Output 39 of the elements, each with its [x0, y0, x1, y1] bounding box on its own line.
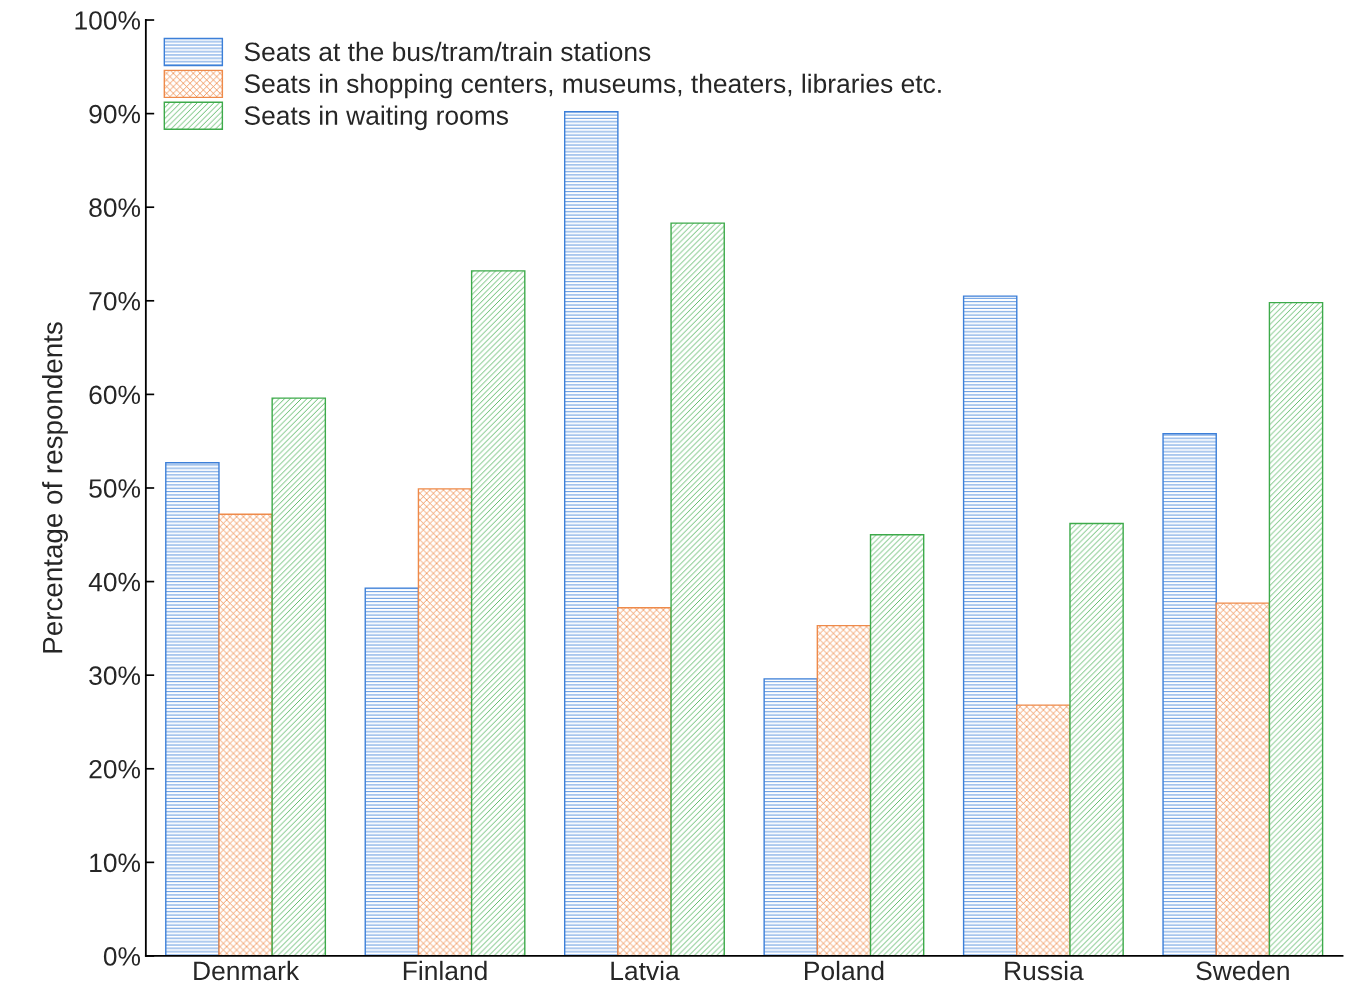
bar: [763, 678, 819, 956]
bar: [165, 462, 220, 956]
bar: [364, 587, 420, 956]
bar: [1162, 433, 1217, 956]
y-tick-label: 10%: [90, 853, 141, 873]
x-tick-label: Denmark: [194, 960, 300, 981]
y-tick-label: 70%: [89, 291, 141, 311]
legend-label: Seats at the bus/tram/train stations: [244, 41, 651, 62]
y-tick-label: 60%: [89, 385, 141, 405]
bar: [962, 295, 1018, 956]
bar: [218, 513, 273, 956]
x-tick-label: Latvia: [611, 960, 680, 981]
y-tick-label: 80%: [89, 198, 141, 218]
x-tick-label: Russia: [1005, 960, 1084, 981]
y-tick-label: 50%: [89, 479, 141, 498]
bar: [869, 534, 925, 956]
bar: [1268, 301, 1324, 956]
legend-label: Seats in waiting rooms: [244, 105, 508, 131]
bar: [417, 488, 473, 956]
bar: [816, 624, 872, 956]
y-tick-label: 100%: [75, 11, 141, 30]
y-axis-title: Percentage of respondents: [42, 322, 68, 653]
legend-label: Seats in shopping centers, museums, theaters, libraries etc.: [244, 73, 941, 99]
bar: [670, 222, 725, 956]
x-tick-label: Finland: [403, 960, 487, 981]
y-tick-label: 40%: [88, 572, 141, 592]
bar: [470, 270, 526, 956]
y-tick-label: 90%: [89, 104, 141, 124]
x-tick-label: Poland: [805, 960, 884, 981]
y-tick-label: 30%: [89, 666, 141, 685]
bar: [563, 111, 619, 956]
y-tick-label: 20%: [89, 759, 141, 779]
bar: [617, 607, 672, 956]
bar: [1069, 522, 1124, 956]
y-tick-label: 0%: [103, 947, 141, 966]
x-tick-label: Sweden: [1196, 960, 1289, 981]
bar: [1016, 704, 1071, 956]
bar: [271, 397, 327, 956]
bar: [1215, 602, 1271, 956]
